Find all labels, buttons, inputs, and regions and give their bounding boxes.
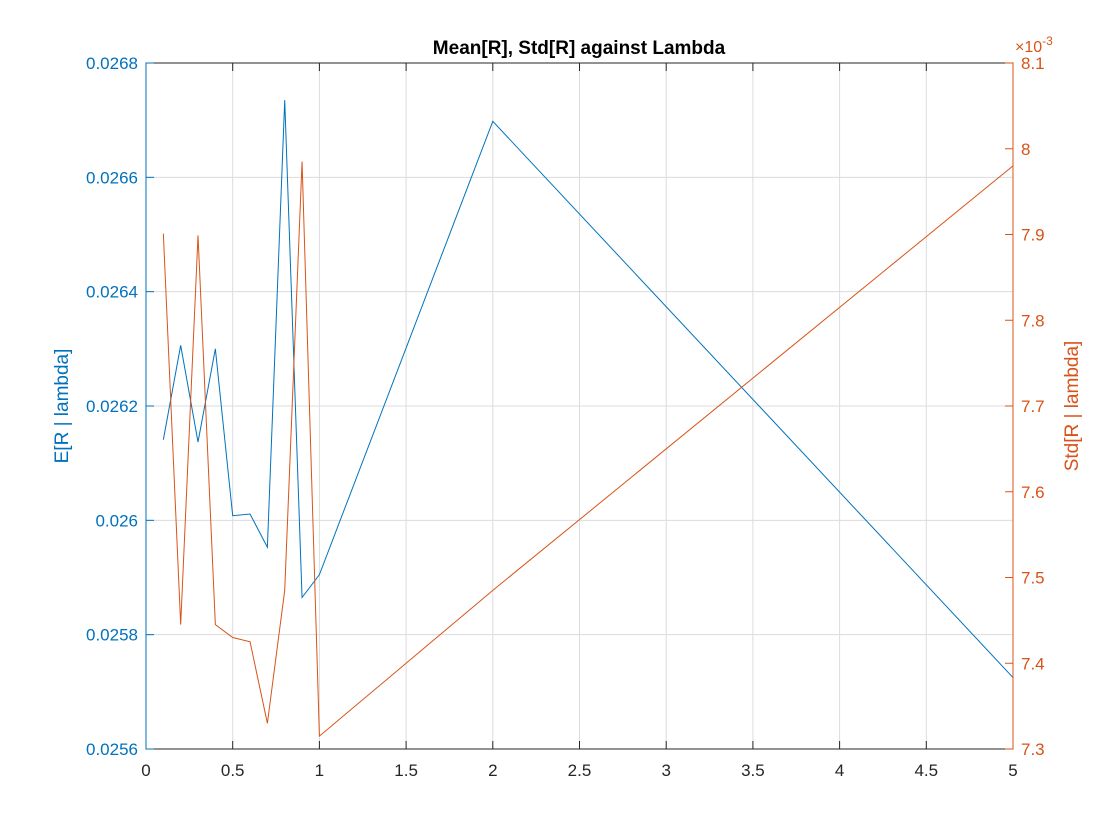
right-tick-label: 7.3 (1021, 740, 1045, 759)
right-axis-exponent: ×10-3 (1015, 34, 1053, 56)
chart-title: Mean[R], Std[R] against Lambda (433, 38, 726, 59)
right-axis-label: Std[R | lambda] (1062, 341, 1083, 472)
mean-series-line (162, 100, 1014, 678)
left-tick-label: 0.0266 (86, 168, 138, 187)
right-tick-label: 7.5 (1021, 569, 1045, 588)
x-tick-label: 2.5 (568, 761, 592, 780)
left-tick-label: 0.0262 (86, 397, 138, 416)
x-tick-label: 0.5 (221, 761, 245, 780)
x-tick-label: 2 (488, 761, 497, 780)
left-tick-label: 0.0258 (86, 626, 138, 645)
x-tick-label: 3.5 (741, 761, 765, 780)
x-tick-label: 1.5 (394, 761, 418, 780)
left-tick-label: 0.0256 (86, 740, 138, 759)
right-tick-label: 7.9 (1021, 226, 1045, 245)
std-series-line (162, 161, 1014, 738)
left-tick-label: 0.0268 (86, 54, 138, 73)
right-tick-label: 7.8 (1021, 311, 1045, 330)
exponent-power: -3 (1042, 34, 1053, 48)
right-tick-label: 8 (1021, 140, 1030, 159)
right-tick-label: 7.7 (1021, 397, 1045, 416)
left-axis-label: E[R | lambda] (52, 349, 73, 464)
series-lines (162, 100, 1014, 738)
x-tick-label: 3 (661, 761, 670, 780)
x-tick-label: 0 (141, 761, 150, 780)
right-tick-label: 7.4 (1021, 654, 1045, 673)
axis-ticks: 0 0.5 1 1.5 2 2.5 3 3.5 4 4.5 5 0.0256 0.0258 0.026 0.… (86, 54, 1045, 780)
left-tick-label: 0.026 (95, 511, 138, 530)
right-tick-label: 7.6 (1021, 483, 1045, 502)
x-tick-label: 5 (1008, 761, 1017, 780)
left-tick-label: 0.0264 (86, 283, 138, 302)
grid-lines (146, 63, 1013, 749)
x-tick-label: 1 (315, 761, 324, 780)
x-tick-label: 4.5 (914, 761, 938, 780)
exponent-base: ×10 (1015, 39, 1042, 56)
right-tick-label: 8.1 (1021, 54, 1045, 73)
x-tick-label: 4 (835, 761, 844, 780)
